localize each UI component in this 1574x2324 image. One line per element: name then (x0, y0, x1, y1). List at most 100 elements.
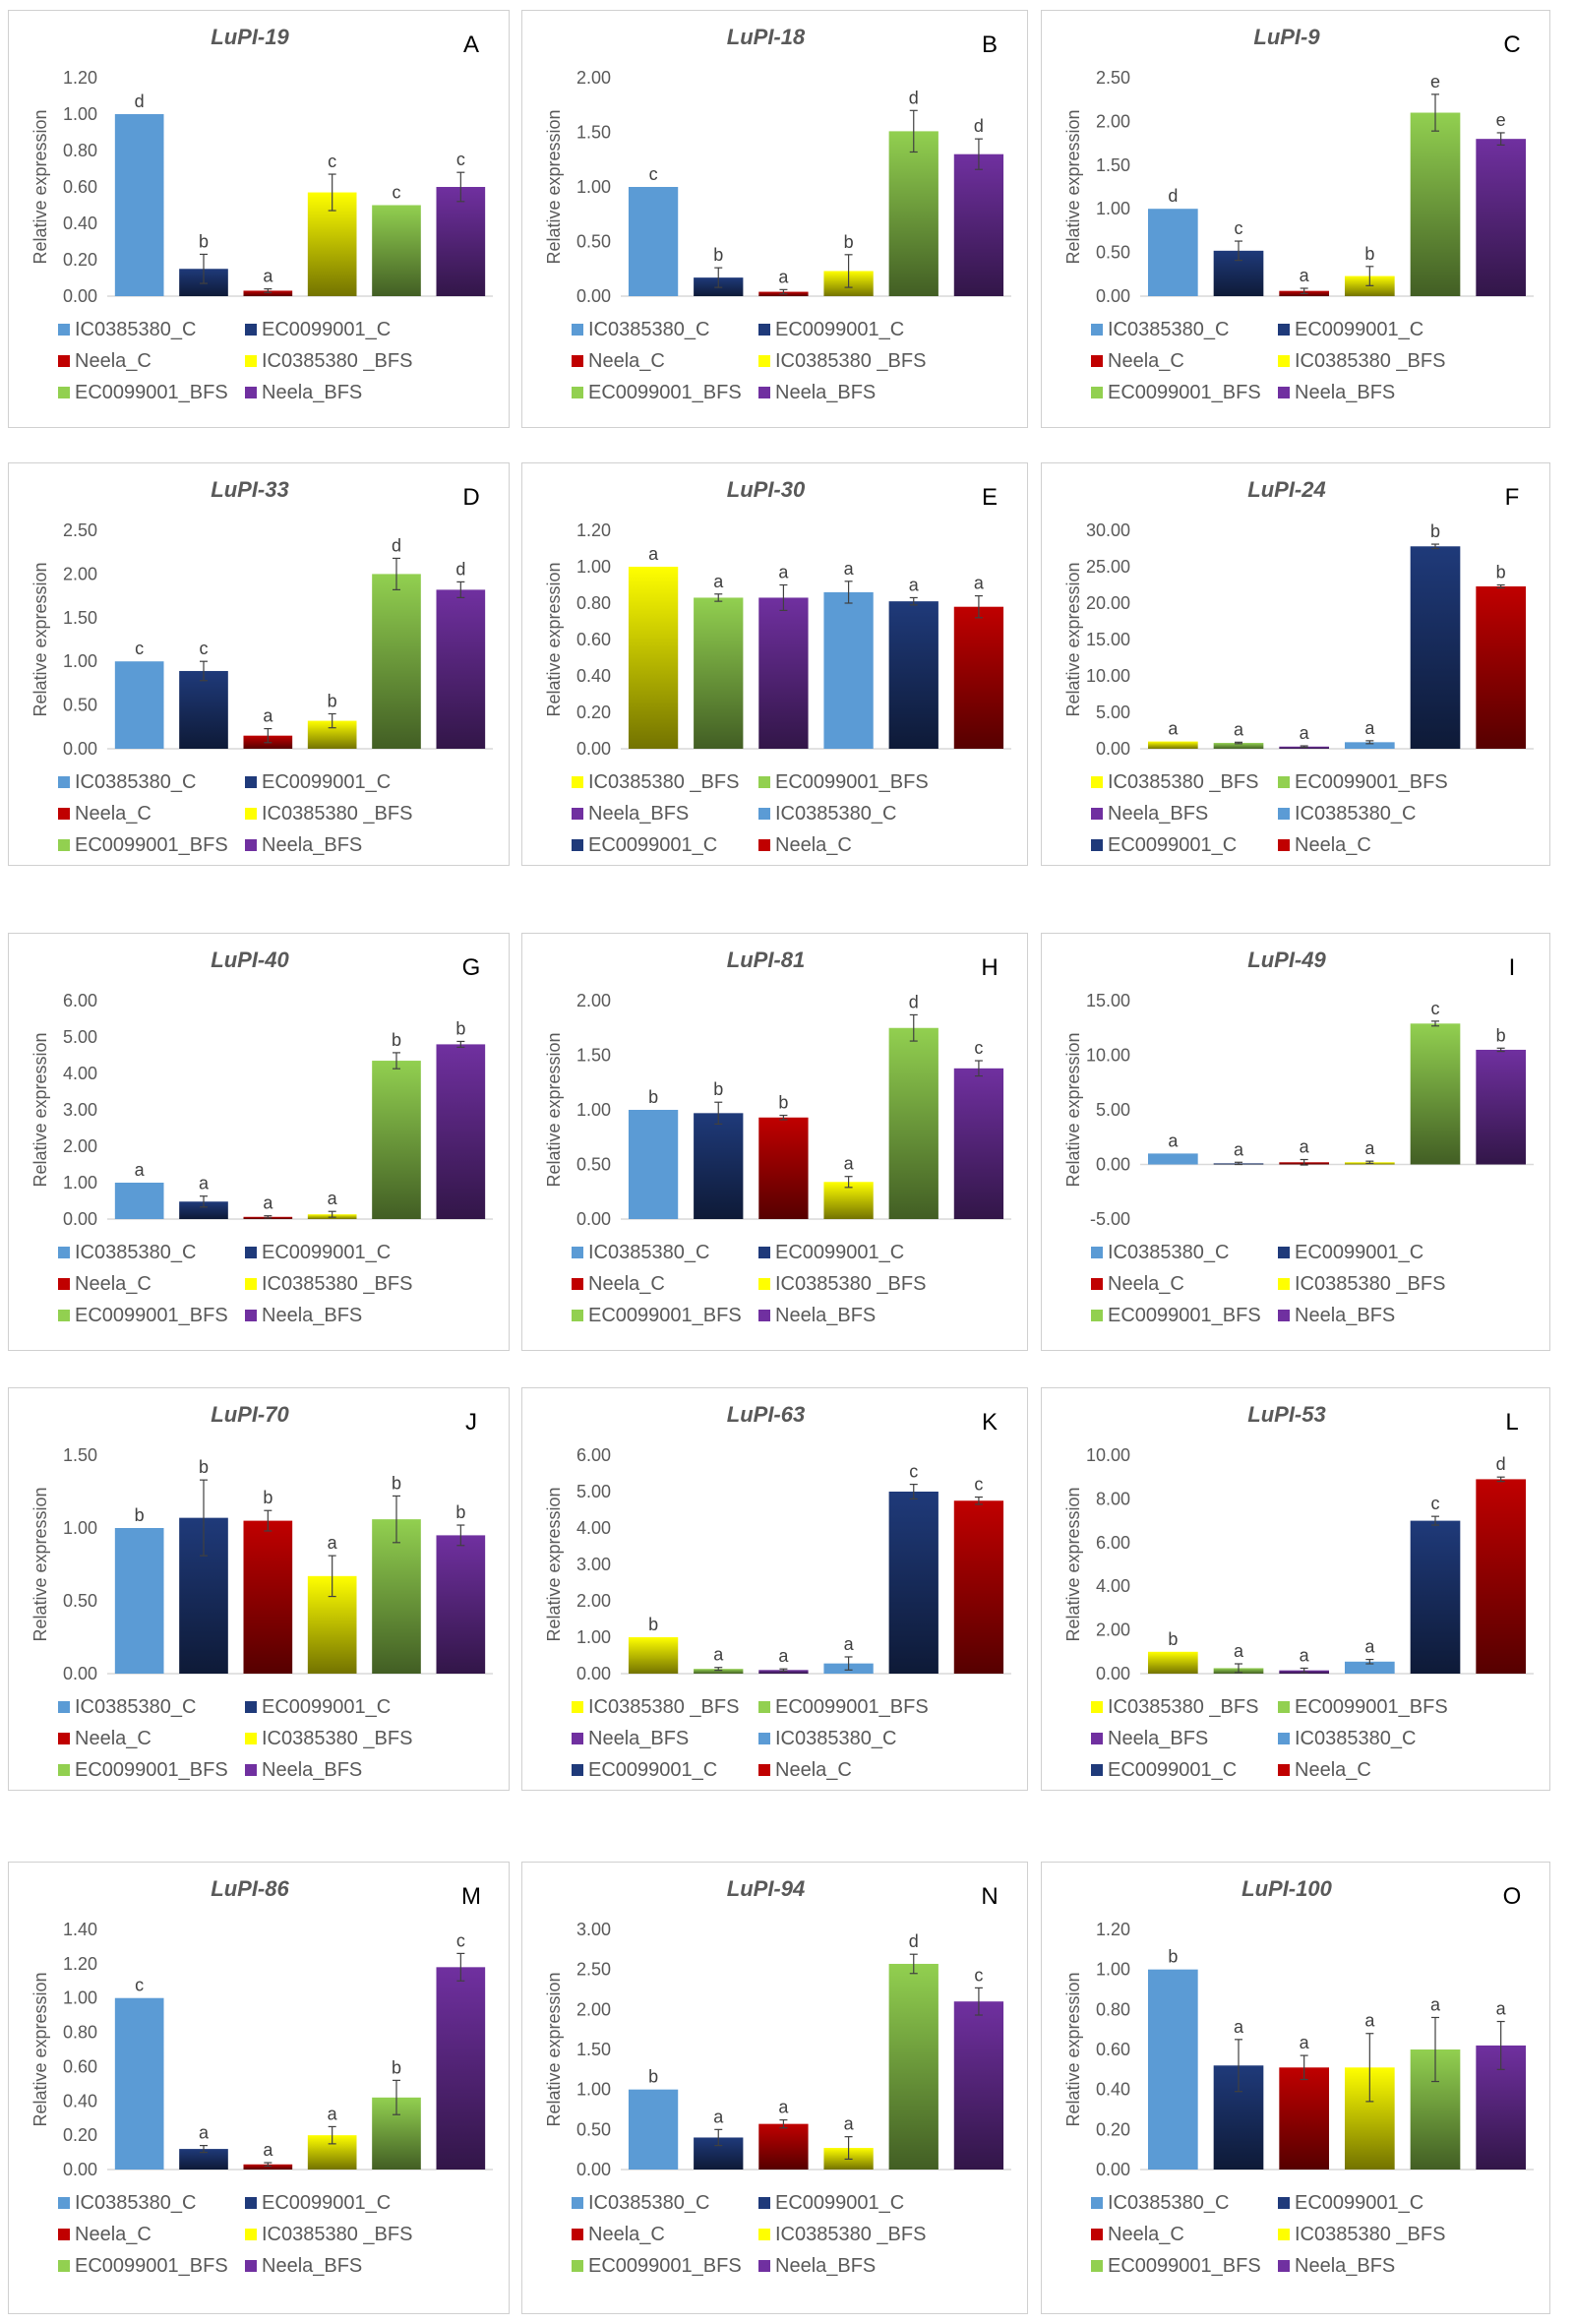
significance-letter: a (199, 1174, 210, 1193)
panel-letter: F (1505, 484, 1520, 511)
legend-label: Neela_C (775, 1759, 852, 1781)
legend-swatch (572, 1278, 583, 1290)
legend-label: Neela_BFS (775, 2255, 876, 2277)
legend-label: IC0385380_C (75, 1696, 196, 1718)
panel-letter: K (982, 1409, 998, 1436)
y-tick-label: 2.00 (63, 564, 97, 583)
bar-ic0385380-c (628, 1110, 679, 1219)
legend-label: Neela_C (75, 350, 151, 372)
significance-letter: d (1168, 186, 1178, 206)
bar-ec0099001-c (888, 601, 938, 749)
legend-label: EC0099001_BFS (75, 834, 228, 856)
y-tick-label: 2.00 (1096, 111, 1130, 131)
bar-ec0099001-c (179, 2149, 228, 2170)
significance-letter: a (1364, 2011, 1375, 2031)
significance-letter: c (1431, 999, 1440, 1018)
y-tick-label: 0.00 (63, 739, 97, 759)
significance-letter: a (1496, 1999, 1507, 2019)
legend-label: IC0385380 _BFS (262, 1273, 412, 1295)
chart-panel-a: LuPI-19 A Relative expression 0.00 0.20 0.40 0… (8, 10, 510, 428)
legend-label: Neela_C (75, 1728, 151, 1749)
y-tick-label: 1.00 (63, 1988, 97, 2008)
legend-label: EC0099001_BFS (588, 382, 742, 403)
panel-letter: M (461, 1883, 481, 1910)
bar-ic0385380-bfs (1148, 1651, 1198, 1674)
legend-swatch (1278, 2260, 1290, 2272)
significance-letter: c (649, 164, 658, 184)
legend-label: EC0099001_BFS (75, 1305, 228, 1326)
panel-letter: G (462, 954, 481, 981)
legend-swatch (1278, 776, 1290, 788)
significance-letter: a (713, 572, 724, 591)
panel-letter: H (981, 954, 998, 981)
significance-letter: b (135, 1505, 145, 1525)
legend-label: Neela_BFS (262, 1305, 362, 1326)
chart-panel-n: LuPI-94 N Relative expression 0.00 0.50 1.00 1… (521, 1862, 1028, 2314)
legend-label: EC0099001_C (1295, 1242, 1423, 1263)
significance-letter: b (1168, 1629, 1178, 1649)
bar-ec0099001-bfs (372, 1519, 421, 1674)
legend-label: IC0385380_C (75, 319, 196, 340)
y-tick-label: 1.00 (63, 104, 97, 124)
y-tick-label: 0.80 (63, 2023, 97, 2043)
legend-swatch (58, 808, 70, 820)
y-tick-label: 0.40 (63, 2091, 97, 2110)
significance-letter: d (455, 559, 465, 579)
y-tick-label: 0.00 (576, 1209, 611, 1229)
legend-swatch (245, 1278, 257, 1290)
y-tick-label: 1.20 (63, 68, 97, 88)
bar-ec0099001-bfs (888, 1963, 938, 2170)
legend-swatch (58, 1701, 70, 1713)
y-tick-label: 1.20 (576, 520, 611, 540)
bar-neela-bfs (1476, 139, 1526, 296)
y-tick-label: 0.00 (1096, 1664, 1130, 1683)
chart-panel-i: LuPI-49 I Relative expression -5.00 0.00 5.00… (1041, 933, 1550, 1351)
significance-letter: a (135, 1160, 146, 1180)
significance-letter: b (1430, 521, 1440, 541)
legend-swatch (758, 2260, 770, 2272)
bar-ic0385380-c (114, 1528, 164, 1674)
legend-swatch (1091, 355, 1103, 367)
bar-neela-bfs (758, 1670, 809, 1674)
significance-letter: a (328, 1189, 338, 1208)
legend-label: EC0099001_C (588, 834, 717, 856)
bar-neela-c (243, 290, 293, 296)
y-axis-label: Relative expression (1063, 1487, 1083, 1641)
significance-letter: a (1364, 1637, 1375, 1657)
chart-title: LuPI-9 (1253, 25, 1320, 49)
bar-ic0385380-c (114, 1183, 164, 1219)
legend-swatch (758, 1247, 770, 1258)
significance-letter: d (909, 1931, 919, 1951)
legend-label: IC0385380 _BFS (588, 771, 739, 793)
legend-swatch (1278, 2229, 1290, 2240)
significance-letter: b (648, 1087, 658, 1107)
y-tick-label: 1.00 (63, 1173, 97, 1193)
legend-swatch (758, 324, 770, 336)
legend-swatch (1091, 2197, 1103, 2209)
y-tick-label: 2.00 (576, 68, 611, 88)
bar-ic0385380-c (114, 661, 164, 749)
significance-letter: c (974, 1475, 983, 1495)
y-axis-label: Relative expression (1063, 1972, 1083, 2126)
y-tick-label: 0.00 (63, 2160, 97, 2179)
y-axis-label: Relative expression (544, 1032, 564, 1187)
significance-letter: b (1496, 563, 1506, 582)
y-tick-label: 0.00 (576, 1664, 611, 1683)
chart-panel-l: LuPI-53 L Relative expression 0.00 2.00 4.00 6… (1041, 1387, 1550, 1791)
legend-swatch (1278, 1764, 1290, 1776)
bar-neela-c (758, 2123, 809, 2170)
y-tick-label: 6.00 (1096, 1533, 1130, 1553)
legend-swatch (758, 776, 770, 788)
significance-letter: a (778, 563, 789, 582)
y-tick-label: 0.00 (1096, 1155, 1130, 1175)
significance-letter: b (328, 691, 337, 710)
significance-letter: a (844, 1634, 855, 1654)
y-axis-label: Relative expression (544, 562, 564, 716)
chart-panel-m: LuPI-86 M Relative expression 0.00 0.20 0.40 0… (8, 1862, 510, 2314)
legend-label: Neela_C (1108, 2224, 1184, 2245)
chart-panel-e: LuPI-30 E Relative expression 0.00 0.20 0.40 0… (521, 462, 1028, 866)
legend-label: Neela_C (1108, 1273, 1184, 1295)
chart-svg: LuPI-53 L Relative expression 0.00 2.00 4.00 6… (1063, 1402, 1534, 1781)
legend-label: Neela_BFS (775, 382, 876, 403)
legend-label: EC0099001_C (588, 1759, 717, 1781)
